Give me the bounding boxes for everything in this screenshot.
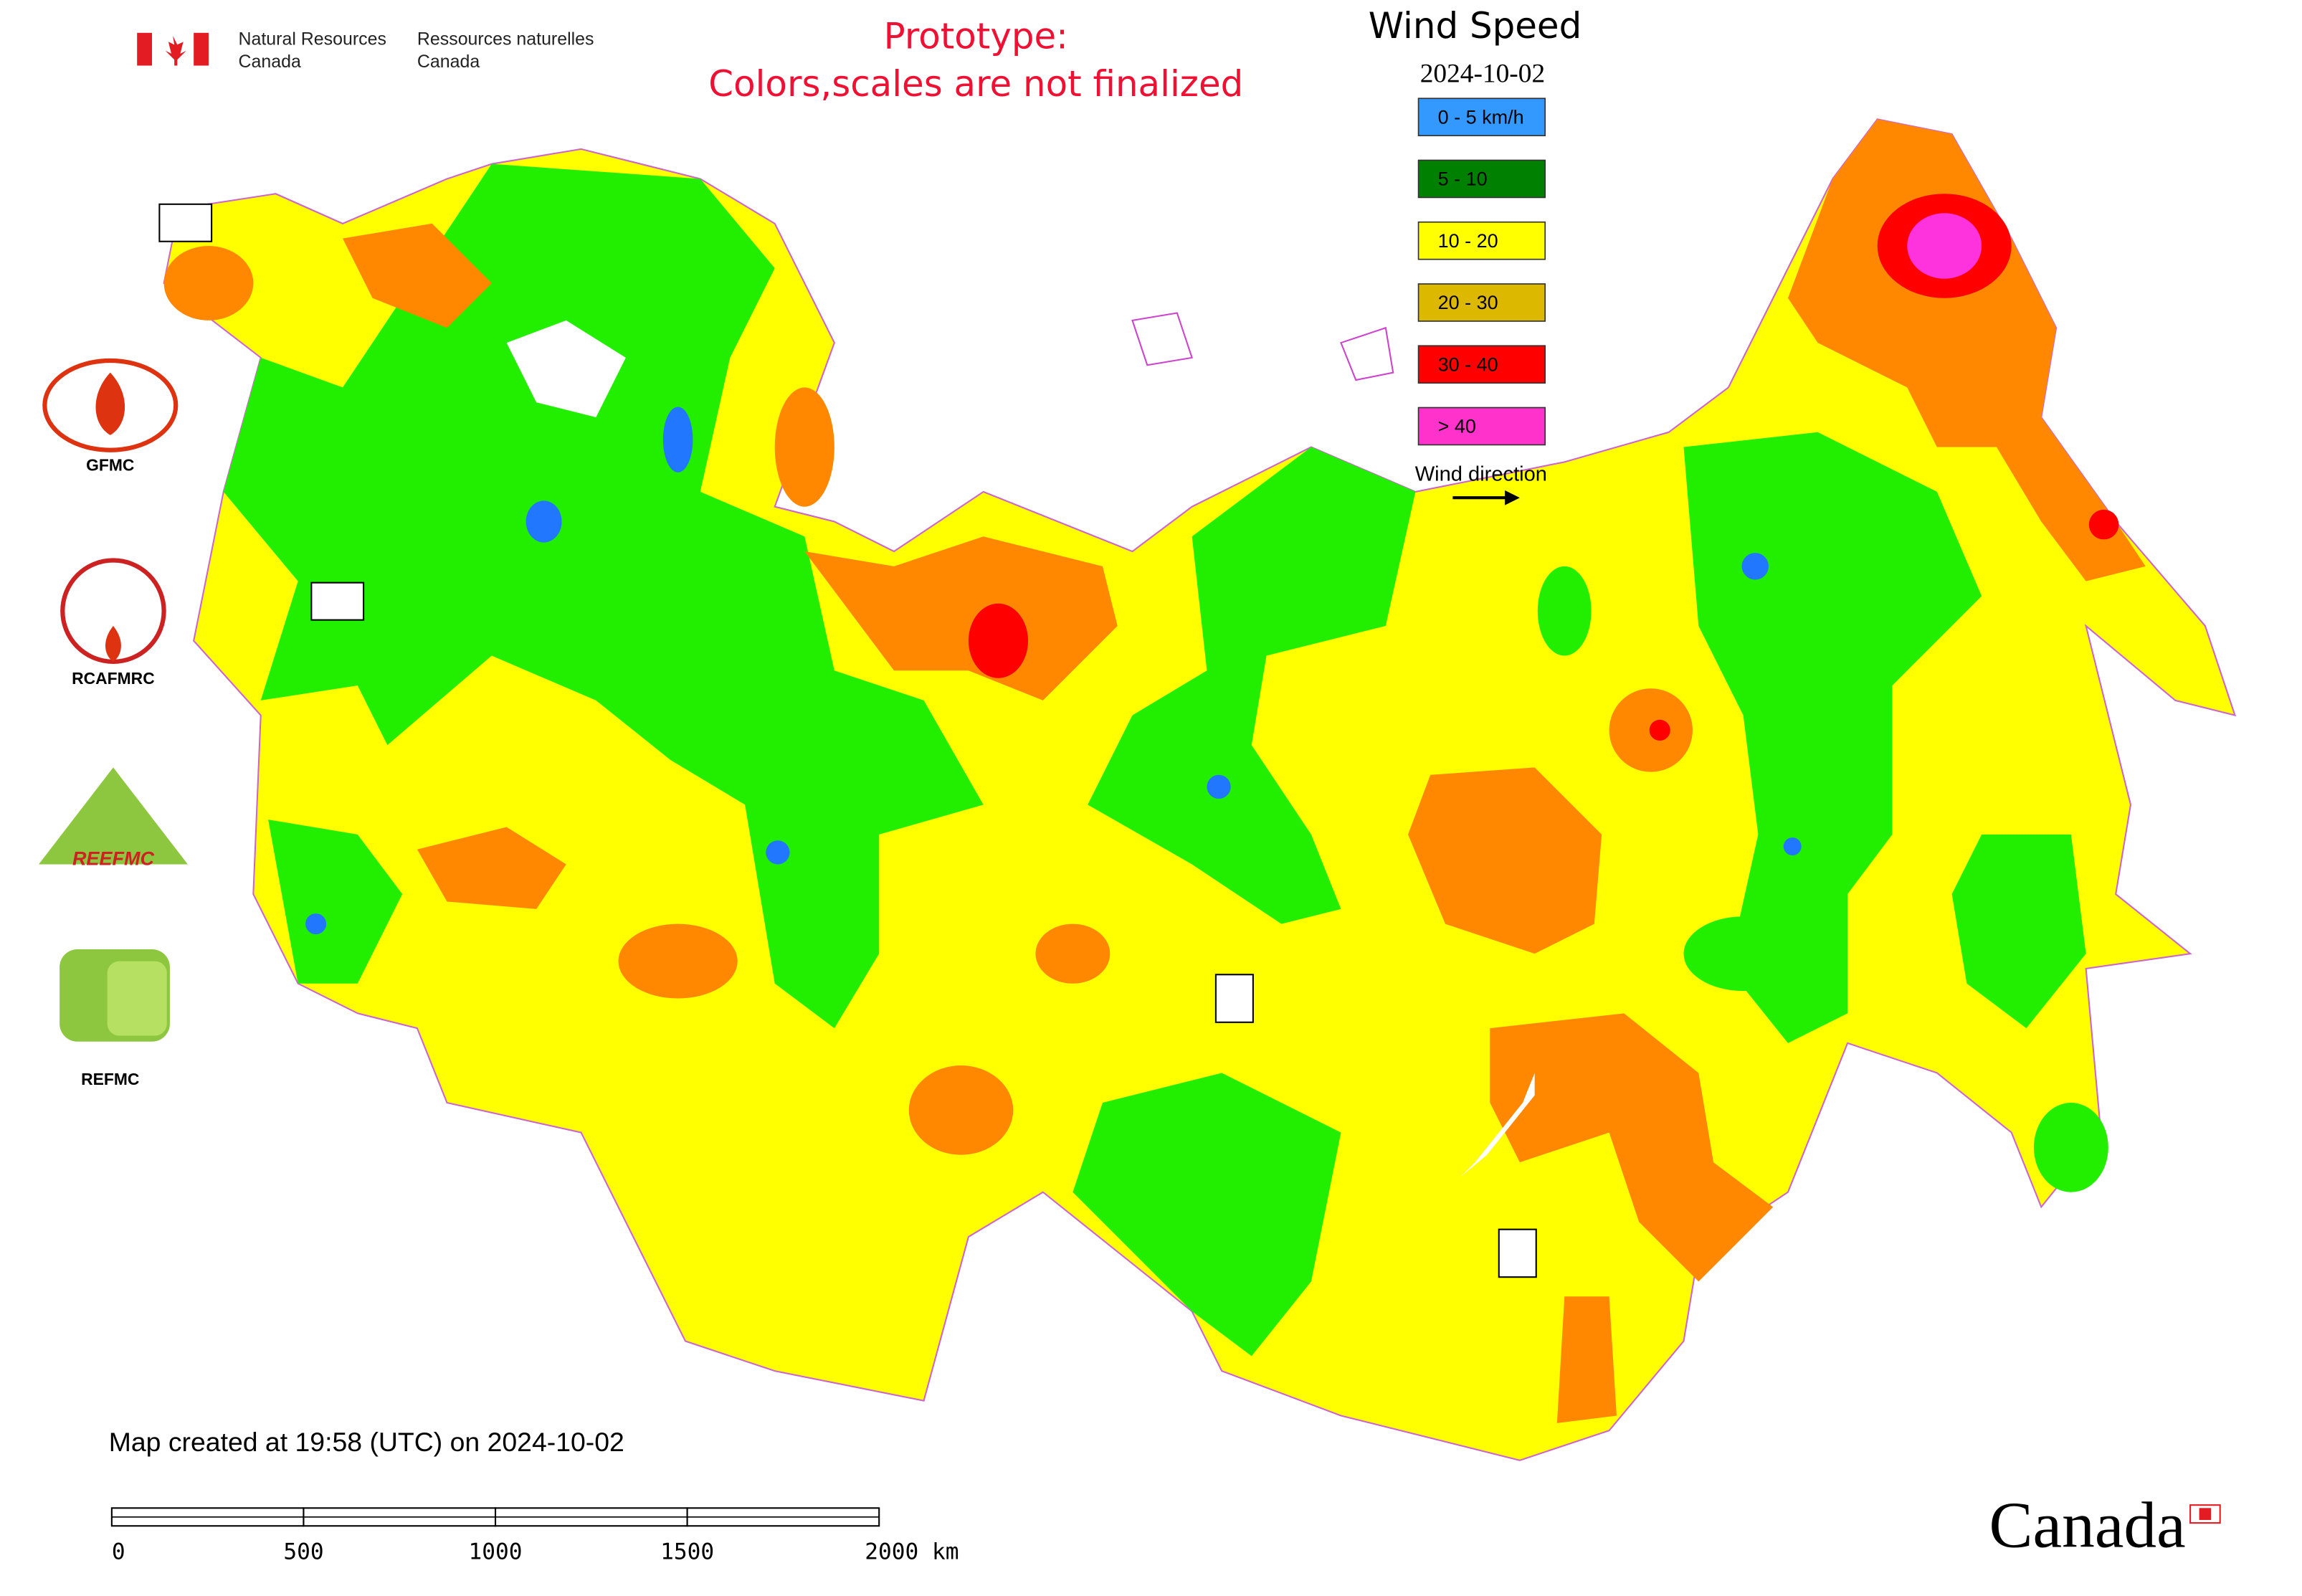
- wind-direction-label: Wind direction: [1415, 463, 1547, 486]
- scale-label: 2000 km: [865, 1539, 959, 1565]
- green-zone: [1088, 447, 1416, 924]
- legend-swatch: [1417, 221, 1546, 260]
- logo-reefmc: [39, 767, 188, 865]
- logo-label: REFMC: [81, 1070, 139, 1088]
- orange-zone: [774, 387, 834, 507]
- blue-zone: [766, 840, 790, 865]
- blue-zone: [305, 913, 327, 935]
- logo-label: REEFMC: [72, 847, 155, 869]
- legend-label: > 40: [1438, 416, 1476, 437]
- center-marker: [1498, 1228, 1537, 1278]
- logo-refmc-panel: [107, 961, 167, 1036]
- green-zone: [1537, 566, 1592, 656]
- legend-swatch: [1417, 345, 1546, 384]
- logo-flame: [95, 372, 125, 435]
- logo-flame: [105, 625, 121, 662]
- logo-label: RCAFMRC: [72, 669, 155, 688]
- agency-fr: Canada: [417, 52, 480, 72]
- green-zone: [2033, 1103, 2108, 1192]
- lakes: [506, 320, 1535, 1177]
- green-zone: [223, 163, 984, 1029]
- magenta-zone: [1907, 213, 1982, 279]
- canada-wordmark: Canada: [1989, 1489, 2186, 1562]
- green-zone: [1683, 432, 1982, 1043]
- orange-zone: [1556, 1296, 1617, 1423]
- blue-zone: [525, 500, 562, 543]
- logo-label: GFMC: [86, 456, 134, 475]
- scale-label: 1000: [469, 1539, 523, 1565]
- green-zone: [1683, 916, 1803, 992]
- scale-label: 1500: [660, 1539, 714, 1565]
- flag-bar: [194, 32, 209, 66]
- orange-zone: [804, 536, 1118, 700]
- orange-zone: [163, 245, 254, 320]
- agency-en: Canada: [239, 52, 301, 72]
- legend-label: 0 - 5 km/h: [1438, 106, 1524, 128]
- flag-bar: [137, 32, 152, 66]
- orange-zone: [1490, 1013, 1774, 1282]
- red-zone: [1649, 719, 1670, 741]
- orange-zone: [1408, 767, 1602, 954]
- green-zone: [1951, 834, 2086, 1029]
- legend-title: Wind Speed: [1369, 5, 1582, 47]
- scale-label: 0: [112, 1539, 125, 1565]
- orange-zone: [618, 923, 738, 999]
- red-zone: [2088, 509, 2119, 540]
- islands: [1131, 312, 1394, 381]
- legend-label: 5 - 10: [1438, 168, 1488, 190]
- maple-leaf: [165, 35, 186, 66]
- wind-map: [158, 118, 2237, 1461]
- created-note: Map created at 19:58 (UTC) on 2024-10-02: [109, 1427, 624, 1457]
- scale-label: 500: [283, 1539, 323, 1565]
- lake: [506, 320, 626, 417]
- logo-gfmc: [42, 358, 179, 452]
- legend-swatch: [1417, 407, 1546, 446]
- legend: Wind Speed 2024-10-02 Wind direction 0 -…: [1369, 5, 1582, 505]
- center-marker: [1214, 974, 1254, 1023]
- center-marker: [158, 203, 213, 242]
- blue-zone: [1741, 553, 1769, 580]
- blue-zones: [305, 407, 1802, 935]
- scale-bar: 0 500 1000 1500 2000 km: [110, 1507, 959, 1565]
- wordmark-leaf: [2199, 1508, 2212, 1520]
- green-zone: [1072, 1073, 1341, 1357]
- prototype-note: Colors,scales are not finalized: [708, 63, 1243, 105]
- orange-zone: [908, 1065, 1014, 1155]
- legend-swatch: [1417, 159, 1546, 199]
- orange-zone: [417, 827, 566, 909]
- green-zone: [268, 820, 403, 984]
- blue-zone: [1207, 774, 1231, 799]
- agency-fr: Ressources naturelles: [417, 29, 594, 49]
- nrcan-signature: Natural Resources Canada Ressources natu…: [137, 29, 594, 72]
- orange-zone: [1787, 119, 2146, 581]
- wind-arrow-head: [1505, 490, 1520, 505]
- red-zone: [968, 603, 1029, 678]
- agency-en: Natural Resources: [239, 29, 386, 49]
- prototype-note: Prototype:: [884, 16, 1068, 57]
- legend-label: 30 - 40: [1438, 353, 1498, 375]
- legend-label: 20 - 30: [1438, 292, 1498, 313]
- blue-zone: [1783, 837, 1802, 856]
- orange-zone: [343, 223, 492, 328]
- legend-label: 10 - 20: [1438, 230, 1498, 252]
- green-zones: [223, 163, 2108, 1357]
- center-markers: [158, 203, 1537, 1278]
- legend-swatch: [1417, 98, 1546, 137]
- blue-zone: [662, 407, 693, 472]
- orange-zone: [1035, 923, 1110, 984]
- center-marker: [310, 581, 365, 621]
- legend-swatch: [1417, 283, 1546, 322]
- legend-date: 2024-10-02: [1420, 60, 1545, 89]
- logos: GFMC RCAFMRC REEFMC REFMC: [39, 358, 188, 1088]
